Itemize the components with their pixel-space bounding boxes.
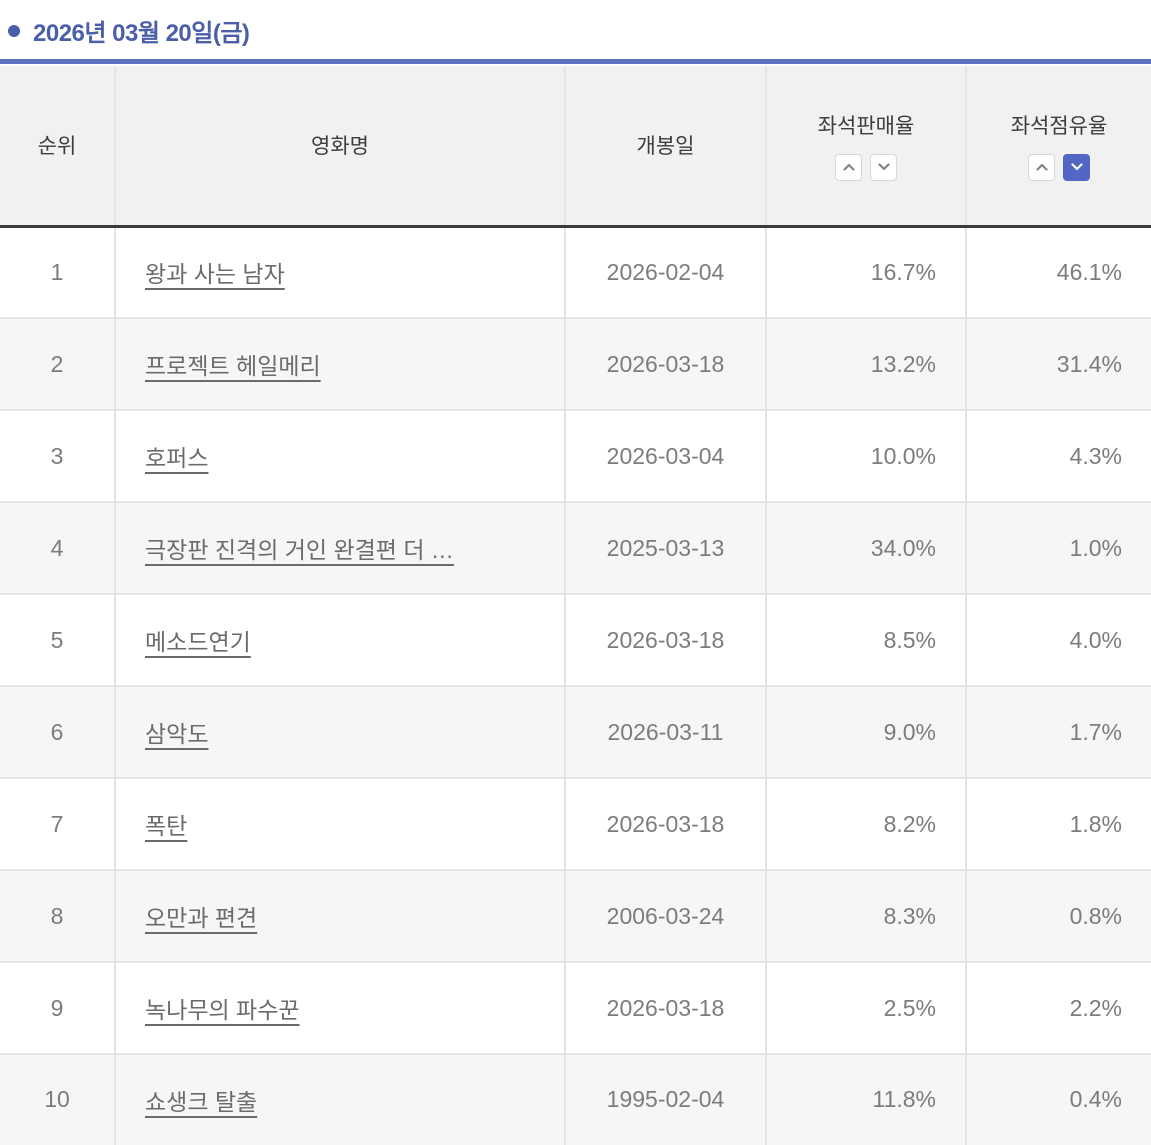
movie-cell: 쇼생크 탈출 <box>114 1053 565 1145</box>
column-header-release-date: 개봉일 <box>564 66 766 228</box>
table-row: 10 쇼생크 탈출 1995-02-04 11.8% 0.4% <box>0 1053 1151 1145</box>
seat-sales-rate-cell: 2.5% <box>765 961 966 1054</box>
movie-link[interactable]: 호퍼스 <box>145 445 209 471</box>
chevron-up-icon <box>842 163 855 171</box>
seat-sales-rate-cell: 8.3% <box>765 869 966 962</box>
chevron-up-icon <box>1035 163 1048 171</box>
movie-link[interactable]: 녹나무의 파수꾼 <box>145 997 300 1023</box>
seat-occupancy-sort-desc-button[interactable] <box>1063 153 1090 181</box>
movie-link[interactable]: 오만과 편견 <box>145 905 258 931</box>
table-row: 4 극장판 진격의 거인 완결편 더 … 2025-03-13 34.0% 1.… <box>0 501 1151 594</box>
date-title: 2026년 03월 20일(금) <box>0 0 1151 59</box>
movie-cell: 극장판 진격의 거인 완결편 더 … <box>114 501 565 594</box>
seat-occupancy-rate-cell: 0.4% <box>965 1053 1151 1145</box>
seat-occupancy-rate-cell: 46.1% <box>965 226 1151 318</box>
movie-link[interactable]: 메소드연기 <box>145 629 251 655</box>
column-header-rank: 순위 <box>0 66 115 228</box>
seat-occupancy-rate-cell: 4.3% <box>965 409 1151 502</box>
seat-occupancy-rate-label: 좌석점유율 <box>1010 114 1108 138</box>
table-header: 순위 영화명 개봉일 좌석판매율 <box>0 66 1151 228</box>
table-row: 5 메소드연기 2026-03-18 8.5% 4.0% <box>0 593 1151 686</box>
rank-cell: 10 <box>0 1053 115 1145</box>
table-row: 7 폭탄 2026-03-18 8.2% 1.8% <box>0 777 1151 870</box>
release-date-cell: 2026-03-18 <box>564 961 766 1054</box>
rank-cell: 7 <box>0 777 115 870</box>
release-date-cell: 2026-03-18 <box>564 317 766 410</box>
title-divider-bar <box>0 59 1151 64</box>
release-date-cell: 2026-03-11 <box>564 685 766 778</box>
seat-occupancy-rate-cell: 1.8% <box>965 777 1151 870</box>
rank-cell: 4 <box>0 501 115 594</box>
seat-occupancy-rate-cell: 0.8% <box>965 869 1151 962</box>
table-row: 9 녹나무의 파수꾼 2026-03-18 2.5% 2.2% <box>0 961 1151 1054</box>
movie-cell: 삼악도 <box>114 685 565 778</box>
rank-cell: 5 <box>0 593 115 686</box>
seat-sales-rate-cell: 9.0% <box>765 685 966 778</box>
rank-cell: 2 <box>0 317 115 410</box>
movie-cell: 메소드연기 <box>114 593 565 686</box>
header-row: 순위 영화명 개봉일 좌석판매율 <box>0 66 1151 228</box>
table-row: 3 호퍼스 2026-03-04 10.0% 4.3% <box>0 409 1151 502</box>
seat-occupancy-rate-cell: 2.2% <box>965 961 1151 1054</box>
rank-cell: 9 <box>0 961 115 1054</box>
table-row: 8 오만과 편견 2006-03-24 8.3% 0.8% <box>0 869 1151 962</box>
release-date-cell: 2026-03-18 <box>564 777 766 870</box>
rank-cell: 6 <box>0 685 115 778</box>
seat-occupancy-rate-cell: 1.0% <box>965 501 1151 594</box>
column-header-seat-occupancy-rate: 좌석점유율 <box>965 66 1151 228</box>
seat-sales-rate-cell: 34.0% <box>765 501 966 594</box>
seat-sales-rate-cell: 8.5% <box>765 593 966 686</box>
movie-link[interactable]: 극장판 진격의 거인 완결편 더 … <box>145 537 454 563</box>
seat-occupancy-sort-asc-button[interactable] <box>1028 153 1055 181</box>
seat-sales-rate-label: 좌석판매율 <box>817 114 915 138</box>
release-date-cell: 2025-03-13 <box>564 501 766 594</box>
movie-cell: 폭탄 <box>114 777 565 870</box>
release-date-cell: 2006-03-24 <box>564 869 766 962</box>
seat-sales-sort-desc-button[interactable] <box>870 153 897 181</box>
bullet-circle-icon <box>8 24 20 37</box>
rank-cell: 8 <box>0 869 115 962</box>
rank-cell: 3 <box>0 409 115 502</box>
movie-cell: 녹나무의 파수꾼 <box>114 961 565 1054</box>
movie-cell: 호퍼스 <box>114 409 565 502</box>
release-date-cell: 2026-03-04 <box>564 409 766 502</box>
movie-link[interactable]: 폭탄 <box>145 813 188 839</box>
chevron-down-icon <box>1070 163 1083 171</box>
release-date-cell: 1995-02-04 <box>564 1053 766 1145</box>
seat-sales-rate-cell: 16.7% <box>765 226 966 318</box>
movie-link[interactable]: 삼악도 <box>145 721 209 747</box>
rankings-table: 순위 영화명 개봉일 좌석판매율 <box>0 66 1151 1145</box>
seat-sales-rate-cell: 10.0% <box>765 409 966 502</box>
column-header-movie: 영화명 <box>114 66 565 228</box>
movie-cell: 프로젝트 헤일메리 <box>114 317 565 410</box>
table-row: 6 삼악도 2026-03-11 9.0% 1.7% <box>0 685 1151 778</box>
release-date-cell: 2026-02-04 <box>564 226 766 318</box>
column-header-seat-sales-rate: 좌석판매율 <box>765 66 966 228</box>
table-row: 2 프로젝트 헤일메리 2026-03-18 13.2% 31.4% <box>0 317 1151 410</box>
seat-occupancy-rate-cell: 1.7% <box>965 685 1151 778</box>
seat-occupancy-rate-cell: 4.0% <box>965 593 1151 686</box>
movie-link[interactable]: 쇼생크 탈출 <box>145 1088 258 1115</box>
movie-link[interactable]: 왕과 사는 남자 <box>145 261 285 288</box>
seat-occupancy-rate-cell: 31.4% <box>965 317 1151 410</box>
movie-cell: 오만과 편견 <box>114 869 565 962</box>
seat-sales-sort-asc-button[interactable] <box>835 153 862 181</box>
movie-link[interactable]: 프로젝트 헤일메리 <box>145 353 321 379</box>
date-title-text: 2026년 03월 20일(금) <box>33 20 250 47</box>
chevron-down-icon <box>877 163 890 171</box>
release-date-cell: 2026-03-18 <box>564 593 766 686</box>
table-row: 1 왕과 사는 남자 2026-02-04 16.7% 46.1% <box>0 226 1151 318</box>
rank-cell: 1 <box>50 258 64 285</box>
seat-sales-rate-cell: 11.8% <box>765 1053 966 1145</box>
seat-sales-rate-cell: 8.2% <box>765 777 966 870</box>
table-body: 1 왕과 사는 남자 2026-02-04 16.7% 46.1% 2 프로젝트… <box>0 226 1151 1145</box>
movie-cell: 왕과 사는 남자 <box>114 226 565 318</box>
seat-sales-rate-cell: 13.2% <box>765 317 966 410</box>
